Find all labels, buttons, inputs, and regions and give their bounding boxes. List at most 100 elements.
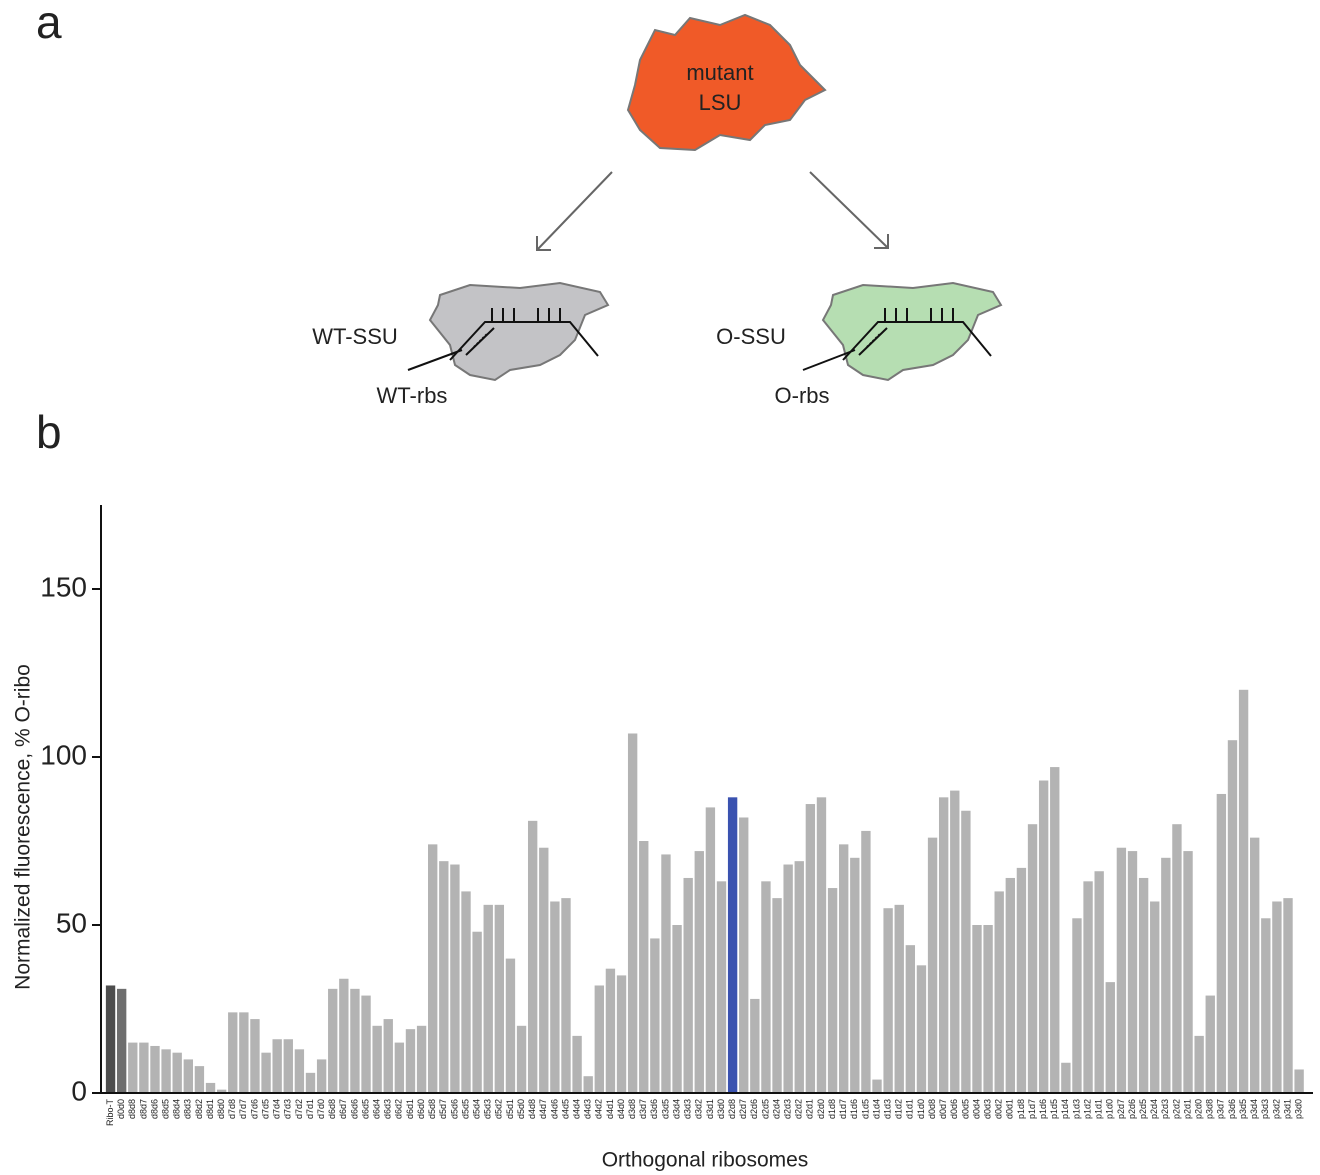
bar — [439, 861, 449, 1093]
x-tick-label: d1d3 — [882, 1099, 892, 1119]
bar — [328, 988, 338, 1093]
x-tick-label: p2d5 — [1138, 1099, 1148, 1119]
x-tick-label: d2d4 — [771, 1099, 781, 1119]
bar — [1094, 871, 1104, 1093]
x-tick-label: d0d6 — [949, 1099, 959, 1119]
bar — [1183, 851, 1193, 1093]
x-tick-label: p3d4 — [1249, 1099, 1259, 1119]
bar — [839, 844, 849, 1093]
x-tick-label: d5d4 — [471, 1099, 481, 1119]
x-tick-label: d5d8 — [427, 1099, 437, 1119]
bar — [1038, 780, 1049, 1093]
x-tick-label: d2d2 — [794, 1099, 804, 1119]
bar — [350, 988, 360, 1093]
bar — [705, 807, 716, 1093]
bar — [1205, 995, 1215, 1093]
x-tick-label: d6d3 — [383, 1099, 393, 1119]
bar — [694, 851, 704, 1093]
bar — [1261, 918, 1271, 1093]
bar — [761, 881, 771, 1093]
lsu-shape — [626, 13, 827, 152]
x-tick-label: d1d5 — [860, 1099, 870, 1119]
x-tick-label: d1d6 — [849, 1099, 859, 1119]
x-tick-label: p1d3 — [1071, 1099, 1081, 1119]
bar — [1250, 837, 1260, 1093]
bar — [1127, 851, 1138, 1093]
x-tick-label: p3d7 — [1216, 1099, 1226, 1119]
x-tick-label: d0d0 — [116, 1099, 126, 1119]
bar — [905, 945, 916, 1093]
bar — [161, 1049, 171, 1093]
o-ssu-label: O-SSU — [716, 324, 786, 349]
y-tick-label: 0 — [71, 1075, 87, 1106]
x-tick-label: p2d6 — [1127, 1099, 1137, 1119]
bar — [383, 1019, 393, 1093]
bar — [1016, 867, 1027, 1093]
bar — [316, 1059, 327, 1093]
x-tick-label: d2d1 — [805, 1099, 815, 1119]
y-tick-label: 150 — [40, 571, 87, 602]
bar — [1027, 824, 1038, 1093]
x-tick-label: d4d2 — [594, 1099, 604, 1119]
bar — [205, 1082, 216, 1093]
bar — [972, 925, 982, 1093]
bar — [172, 1052, 182, 1093]
x-tick-label: d7d0 — [316, 1099, 326, 1119]
x-tick-label: p2d1 — [1182, 1099, 1192, 1119]
x-tick-label: p3d2 — [1271, 1099, 1281, 1119]
lsu-label: mutant — [686, 60, 753, 85]
x-tick-label: d1d4 — [871, 1099, 881, 1119]
x-tick-label: p1d6 — [1038, 1099, 1048, 1119]
x-tick-label: d8d7 — [138, 1099, 148, 1119]
x-tick-label: d0d7 — [938, 1099, 948, 1119]
bar — [927, 837, 938, 1093]
x-tick-label: p2d0 — [1194, 1099, 1204, 1119]
x-tick-label: p1d7 — [1027, 1099, 1037, 1119]
x-tick-label: d6d0 — [416, 1099, 426, 1119]
x-tick-label: d4d0 — [616, 1099, 626, 1119]
bar — [361, 995, 371, 1093]
x-tick-label: Ribo-T — [105, 1099, 115, 1127]
x-axis-label: Orthogonal ribosomes — [602, 1149, 809, 1172]
bar — [794, 861, 804, 1093]
x-tick-label: d2d6 — [749, 1099, 759, 1119]
x-tick-label: d7d5 — [260, 1099, 270, 1119]
bar — [850, 857, 860, 1093]
x-tick-label: d5d7 — [438, 1099, 448, 1119]
bar — [216, 1089, 227, 1093]
bar — [394, 1042, 405, 1093]
bar — [616, 975, 627, 1093]
x-tick-label: p1d5 — [1049, 1099, 1059, 1119]
bar — [272, 1039, 282, 1093]
bar — [883, 908, 893, 1093]
x-tick-label: d5d1 — [505, 1099, 515, 1119]
bar — [239, 1012, 249, 1093]
bar — [672, 925, 682, 1093]
panel-label: a — [36, 0, 62, 48]
bar — [483, 904, 493, 1093]
bar — [861, 830, 871, 1093]
x-tick-label: d0d2 — [994, 1099, 1004, 1119]
bar — [428, 844, 438, 1093]
x-tick-label: p3d3 — [1260, 1099, 1270, 1119]
bar — [661, 854, 671, 1093]
x-tick-label: d8d5 — [160, 1099, 170, 1119]
bar — [228, 1012, 238, 1093]
x-tick-label: d2d3 — [783, 1099, 793, 1119]
bar — [639, 841, 649, 1093]
x-tick-label: d0d5 — [960, 1099, 970, 1119]
x-tick-label: d4d5 — [560, 1099, 570, 1119]
x-tick-label: p3d1 — [1282, 1099, 1292, 1119]
x-tick-label: d7d7 — [238, 1099, 248, 1119]
x-tick-label: d3d1 — [705, 1099, 715, 1119]
x-tick-label: d8d0 — [216, 1099, 226, 1119]
x-tick-label: d1d8 — [827, 1099, 837, 1119]
x-tick-label: p1d2 — [1082, 1099, 1092, 1119]
bar — [1194, 1035, 1204, 1093]
x-tick-label: d6d2 — [394, 1099, 404, 1119]
x-tick-label: d7d4 — [272, 1099, 282, 1119]
x-tick-label: p1d1 — [1094, 1099, 1104, 1119]
wt-ssu-label: WT-SSU — [312, 324, 398, 349]
wt-rbs-label: WT-rbs — [377, 383, 448, 408]
